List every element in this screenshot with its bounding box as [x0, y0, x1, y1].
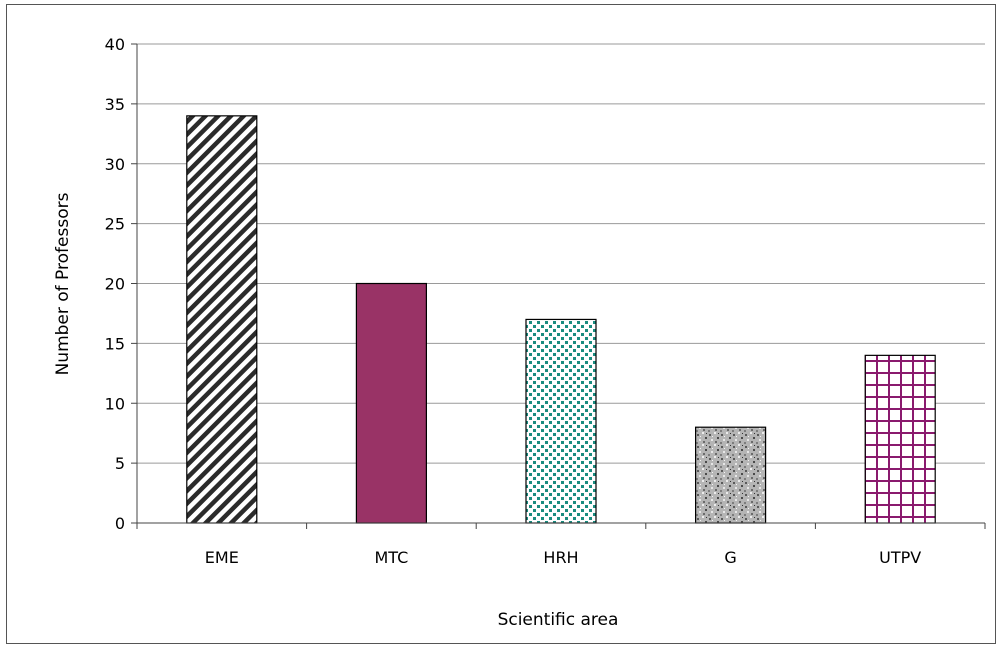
y-tick-label: 25	[105, 215, 125, 234]
x-tick-label: MTC	[374, 548, 408, 567]
y-tick-label: 5	[115, 454, 125, 473]
x-tick-label: EME	[205, 548, 239, 567]
y-tick-label: 20	[105, 275, 125, 294]
bar-eme	[186, 115, 258, 524]
x-tick-label: UTPV	[879, 548, 921, 567]
chart-frame	[6, 4, 996, 644]
tick-labels: 0 5 10 15 20 25 30 35 40 EME MTC HRH G UTPV	[105, 35, 922, 567]
bar-utpv	[864, 354, 936, 524]
y-tick-label: 0	[115, 514, 125, 533]
gridlines	[137, 43, 985, 464]
x-tick-label: G	[724, 548, 736, 567]
bar-g	[694, 426, 767, 524]
bars	[186, 115, 936, 524]
y-tick-label: 30	[105, 155, 125, 174]
y-axis-title: Number of Professors	[53, 192, 73, 375]
y-tick-label: 40	[105, 35, 125, 54]
axes	[131, 43, 986, 529]
y-tick-label: 35	[105, 95, 125, 114]
x-tick-label: HRH	[543, 548, 578, 567]
bar-mtc	[355, 282, 427, 524]
y-tick-label: 10	[105, 394, 125, 413]
bar-hrh	[525, 318, 597, 524]
x-axis-title: Scientific area	[498, 610, 619, 630]
y-tick-label: 15	[105, 334, 125, 353]
